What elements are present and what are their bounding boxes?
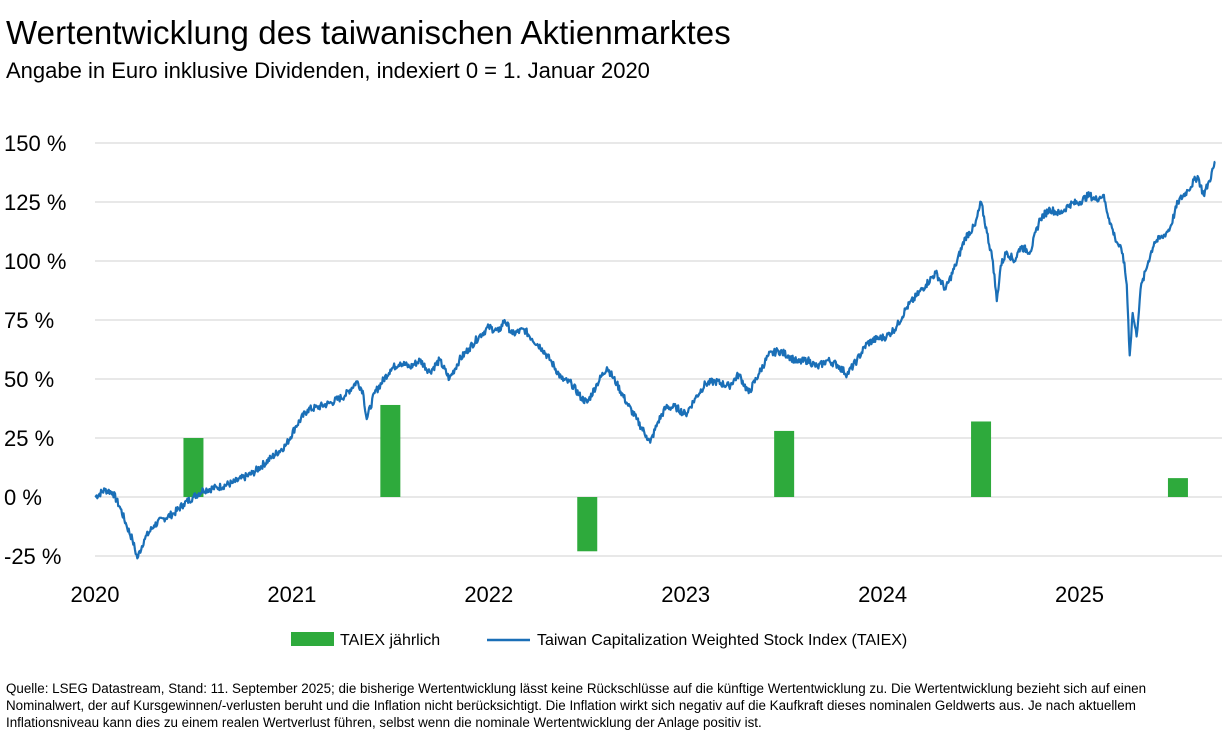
bar [971, 421, 992, 497]
x-tick-label: 2022 [464, 582, 513, 607]
line-series [94, 160, 1216, 560]
x-tick-label: 2025 [1055, 582, 1104, 607]
bars [183, 404, 1188, 552]
bar [774, 430, 795, 497]
chart: 150 % 125 % 100 % 75 % 50 % 25 % 0 % -25 % 2020… [4, 131, 1222, 649]
legend-label-line: Taiwan Capitalization Weighted Stock Ind… [537, 632, 907, 649]
footnote: Quelle: LSEG Datastream, Stand: 11. Sept… [6, 681, 1147, 730]
line-taiex [94, 160, 1216, 560]
x-tick-label: 2024 [858, 582, 907, 607]
y-tick-label: 100 % [4, 249, 66, 274]
bar [1167, 478, 1188, 497]
chart-title: Wertentwicklung des taiwanischen Aktienm… [6, 14, 731, 51]
y-tick-label: 0 % [4, 485, 42, 510]
y-tick-label: 75 % [4, 308, 54, 333]
chart-subtitle: Angabe in Euro inklusive Dividenden, ind… [6, 58, 650, 83]
y-tick-label: -25 % [4, 544, 61, 569]
x-tick-label: 2021 [267, 582, 316, 607]
gridlines [95, 142, 1222, 557]
y-tick-label: 150 % [4, 131, 66, 156]
legend: TAIEX jährlich Taiwan Capitalization Wei… [291, 632, 907, 649]
x-axis-ticks: 2020 2021 2022 2023 2024 2025 [71, 582, 1104, 607]
bar [380, 404, 401, 497]
bar [183, 438, 204, 497]
x-tick-label: 2020 [71, 582, 120, 607]
y-tick-label: 125 % [4, 190, 66, 215]
legend-swatch-bars [291, 632, 334, 646]
legend-label-bars: TAIEX jährlich [340, 632, 440, 649]
y-tick-label: 25 % [4, 426, 54, 451]
x-tick-label: 2023 [661, 582, 710, 607]
y-axis-ticks: 150 % 125 % 100 % 75 % 50 % 25 % 0 % -25 % [4, 131, 66, 569]
y-tick-label: 50 % [4, 367, 54, 392]
bar [577, 497, 598, 552]
